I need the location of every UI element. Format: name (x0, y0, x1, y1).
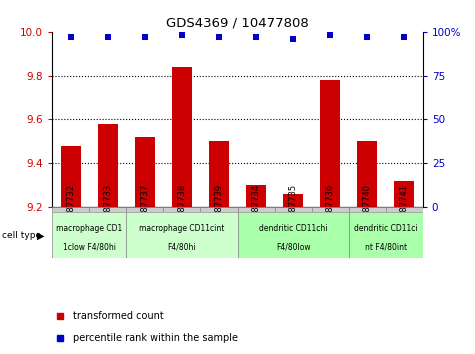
Text: ▶: ▶ (37, 230, 44, 240)
Bar (163, 207, 200, 212)
Text: GSM687732: GSM687732 (66, 184, 75, 235)
Bar (200, 207, 238, 212)
Text: GSM687735: GSM687735 (289, 184, 297, 235)
Text: GSM687738: GSM687738 (178, 184, 186, 235)
Text: GSM687733: GSM687733 (104, 184, 112, 235)
Point (252, 34, 260, 40)
Text: macrophage CD1: macrophage CD1 (56, 224, 123, 233)
Text: transformed count: transformed count (73, 311, 163, 321)
Text: nt F4/80int: nt F4/80int (365, 242, 407, 251)
Point (215, 34, 223, 40)
Bar (172, 67, 192, 207)
Point (104, 34, 112, 40)
Bar (52, 212, 126, 258)
Text: GSM687736: GSM687736 (326, 184, 334, 235)
Bar (349, 212, 423, 258)
Bar (61, 146, 81, 207)
Point (67, 34, 75, 40)
Bar (312, 207, 349, 212)
Bar (394, 181, 414, 207)
Bar (209, 141, 229, 207)
Point (400, 34, 408, 40)
Text: GSM687734: GSM687734 (252, 184, 260, 235)
Point (363, 34, 371, 40)
Point (178, 33, 186, 38)
Bar (386, 207, 423, 212)
Text: GSM687739: GSM687739 (215, 184, 223, 235)
Text: percentile rank within the sample: percentile rank within the sample (73, 332, 238, 343)
Text: GSM687737: GSM687737 (141, 184, 149, 235)
Bar (320, 80, 340, 207)
Point (141, 34, 149, 40)
Text: macrophage CD11cint: macrophage CD11cint (139, 224, 225, 233)
Bar (349, 207, 386, 212)
Text: F4/80low: F4/80low (276, 242, 310, 251)
Text: F4/80hi: F4/80hi (168, 242, 196, 251)
Point (326, 33, 334, 38)
Point (289, 36, 297, 42)
Bar (98, 124, 118, 207)
Text: dendritic CD11ci: dendritic CD11ci (354, 224, 418, 233)
Bar (89, 207, 126, 212)
Bar (126, 212, 238, 258)
Text: GSM687741: GSM687741 (400, 184, 408, 235)
Bar (52, 207, 89, 212)
Bar (275, 207, 312, 212)
Text: cell type: cell type (2, 231, 41, 240)
Bar (135, 137, 155, 207)
Title: GDS4369 / 10477808: GDS4369 / 10477808 (166, 16, 309, 29)
Text: dendritic CD11chi: dendritic CD11chi (259, 224, 327, 233)
Text: 1clow F4/80hi: 1clow F4/80hi (63, 242, 116, 251)
Text: GSM687740: GSM687740 (363, 184, 371, 235)
Bar (238, 212, 349, 258)
Bar (283, 194, 303, 207)
Bar (126, 207, 163, 212)
Bar (246, 185, 266, 207)
Bar (238, 207, 275, 212)
Bar (357, 141, 377, 207)
